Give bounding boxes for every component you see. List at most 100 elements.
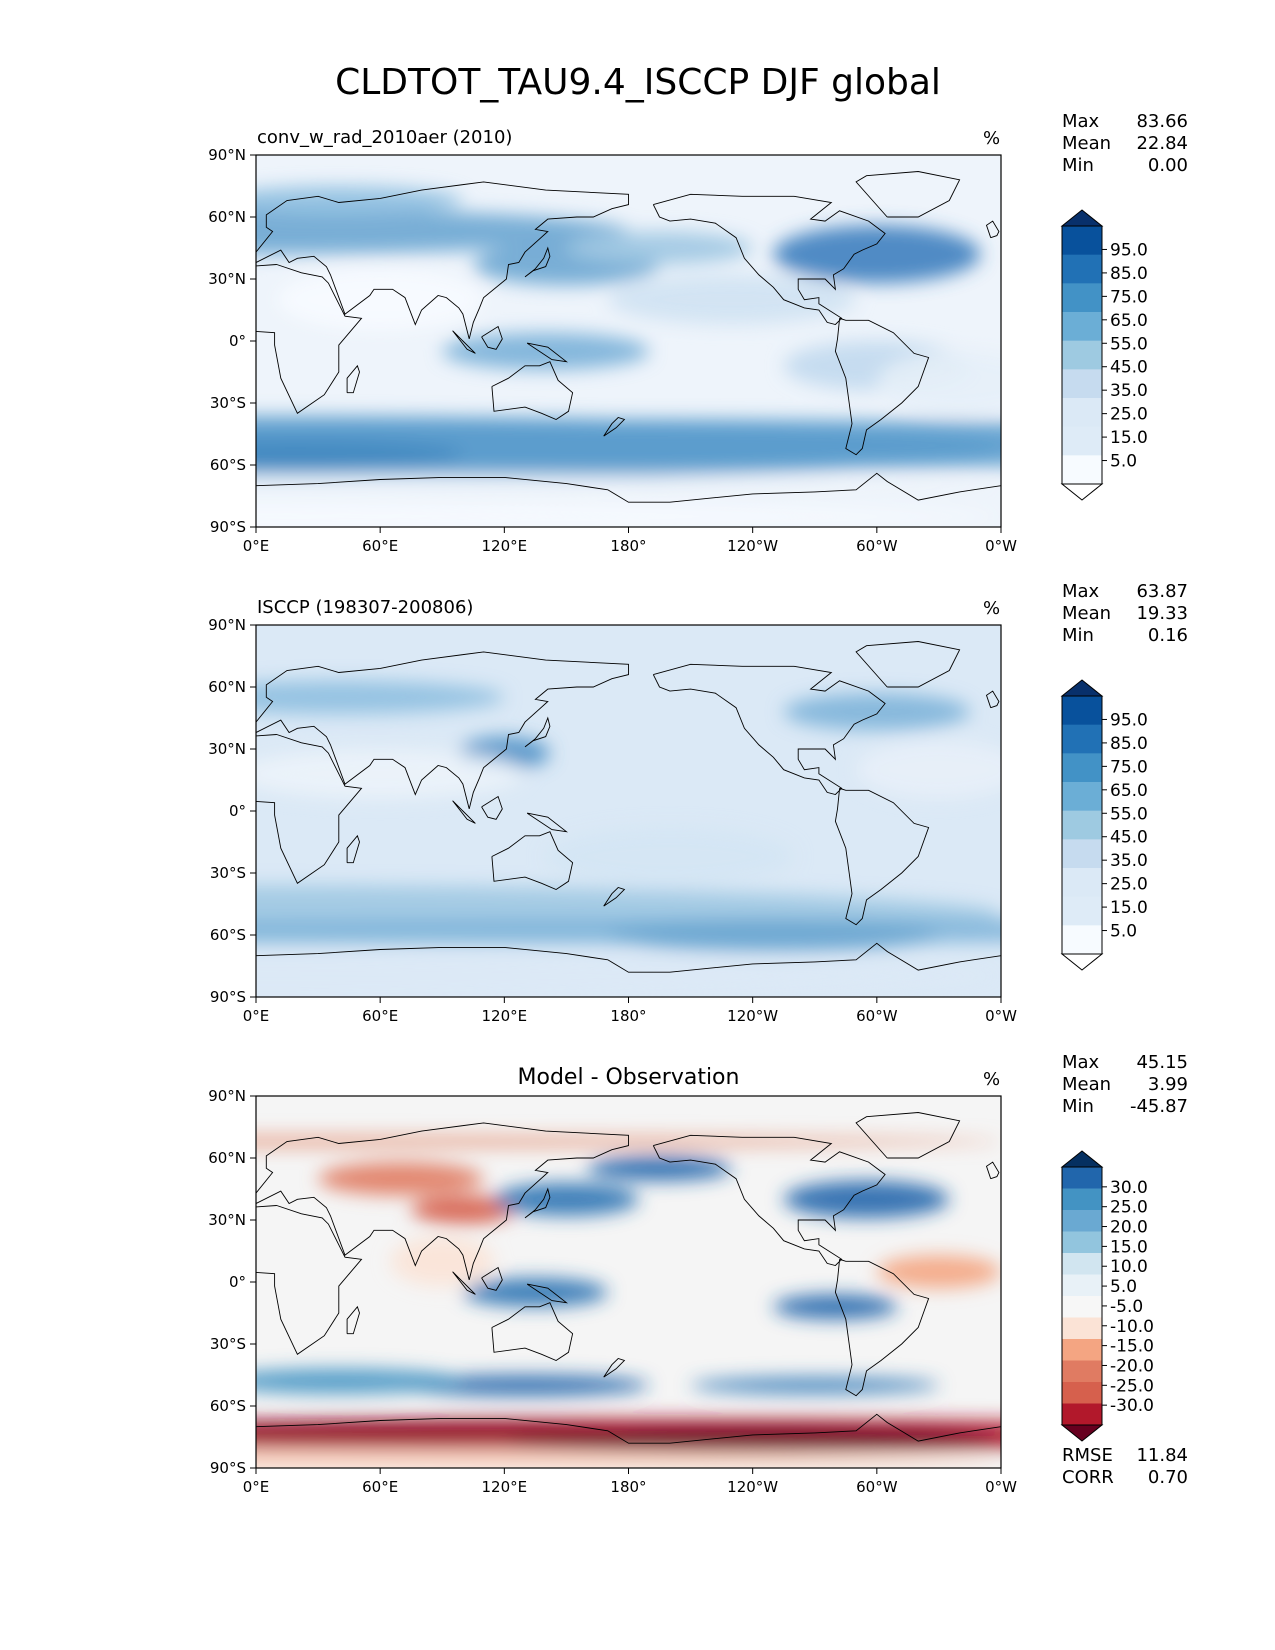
stat-label: Mean bbox=[1062, 1074, 1111, 1095]
field-shading bbox=[256, 186, 1001, 527]
colorbar-tick-label: 15.0 bbox=[1110, 428, 1148, 448]
y-tick-label: 90°N bbox=[208, 616, 246, 634]
y-tick-label: 30°N bbox=[208, 270, 246, 288]
colorbar-tick-label: 45.0 bbox=[1110, 828, 1148, 848]
colorbar-segment bbox=[1062, 226, 1102, 256]
field-region bbox=[256, 1449, 1001, 1468]
field-region bbox=[256, 475, 1001, 496]
stat-label: Min bbox=[1062, 625, 1094, 646]
colorbar-tick-label: 5.0 bbox=[1110, 452, 1137, 472]
y-tick-label: 30°S bbox=[210, 394, 246, 412]
colorbar-tick-label: 65.0 bbox=[1110, 311, 1148, 331]
colorbar: 30.025.020.015.010.05.0-5.0-10.0-15.0-20… bbox=[1060, 1150, 1154, 1442]
colorbar-segment bbox=[1062, 1231, 1102, 1254]
stat-label: Mean bbox=[1062, 603, 1111, 624]
x-tick-label: 120°W bbox=[727, 537, 778, 555]
x-tick-label: 120°E bbox=[482, 537, 528, 555]
x-tick-label: 0°E bbox=[243, 1478, 270, 1496]
colorbar-tick-label: 25.0 bbox=[1110, 405, 1148, 425]
colorbar-tick-label: -5.0 bbox=[1110, 1297, 1143, 1317]
y-tick-label: 60°N bbox=[208, 1149, 246, 1167]
stat-value: 22.84 bbox=[1136, 133, 1188, 154]
field-region bbox=[256, 504, 1001, 527]
field-region bbox=[400, 1375, 650, 1396]
y-tick-label: 60°S bbox=[210, 1397, 246, 1415]
x-tick-label: 60°E bbox=[362, 1007, 398, 1025]
stat-label: Mean bbox=[1062, 133, 1111, 154]
colorbar-segment bbox=[1062, 1296, 1102, 1318]
colorbar-tick-label: 75.0 bbox=[1110, 287, 1148, 307]
colorbar-frame bbox=[1061, 225, 1103, 485]
y-tick-label: 0° bbox=[229, 802, 246, 820]
panel-title: conv_w_rad_2010aer (2010) bbox=[257, 127, 512, 148]
y-tick-label: 30°S bbox=[210, 1335, 246, 1353]
colorbar-tick-label: 85.0 bbox=[1110, 264, 1148, 284]
field-region bbox=[256, 1368, 463, 1394]
field-region bbox=[587, 1155, 732, 1181]
colorbar-tick-label: 95.0 bbox=[1110, 240, 1148, 260]
field-region bbox=[876, 1255, 1001, 1289]
colorbar-segment bbox=[1062, 426, 1102, 456]
field-region bbox=[545, 827, 795, 886]
colorbar-tick-label: 55.0 bbox=[1110, 334, 1148, 354]
colorbar-segment bbox=[1062, 810, 1102, 840]
x-tick-label: 120°E bbox=[482, 1007, 528, 1025]
coastline bbox=[256, 641, 1001, 973]
y-tick-label: 60°S bbox=[210, 456, 246, 474]
colorbar-tick-label: -10.0 bbox=[1110, 1317, 1154, 1337]
field-region bbox=[276, 268, 484, 331]
y-tick-label: 60°N bbox=[208, 208, 246, 226]
field-region bbox=[390, 1236, 494, 1287]
stat-label: Max bbox=[1062, 581, 1100, 602]
extra-stat-label: RMSE bbox=[1062, 1445, 1113, 1466]
colorbar-tick-label: 10.0 bbox=[1110, 1257, 1148, 1277]
colorbar-segment bbox=[1062, 1188, 1102, 1211]
panel-title: Model - Observation bbox=[518, 1065, 740, 1090]
colorbar-segment bbox=[1062, 896, 1102, 926]
field-region bbox=[256, 680, 505, 714]
field-region bbox=[256, 955, 1001, 997]
x-tick-label: 0°W bbox=[985, 1007, 1017, 1025]
field-region bbox=[566, 231, 753, 265]
coastline bbox=[256, 171, 1001, 503]
y-tick-label: 30°N bbox=[208, 1211, 246, 1229]
map-panel-1: conv_w_rad_2010aer (2010) % 0°E 60°E 120°E 18… bbox=[208, 111, 1188, 555]
map-field bbox=[256, 155, 1001, 527]
x-tick-label: 60°E bbox=[362, 537, 398, 555]
field-region bbox=[876, 351, 1001, 414]
field-region bbox=[773, 1294, 898, 1320]
x-tick-label: 120°W bbox=[727, 1007, 778, 1025]
stat-value: 3.99 bbox=[1148, 1074, 1188, 1095]
colorbar-segment bbox=[1062, 1167, 1102, 1189]
x-tick-label: 60°E bbox=[362, 1478, 398, 1496]
field-region bbox=[442, 332, 650, 370]
colorbar-tick-label: 85.0 bbox=[1110, 734, 1148, 754]
stat-label: Min bbox=[1062, 1096, 1094, 1117]
x-tick-label: 180° bbox=[610, 1478, 646, 1496]
stat-value: 45.15 bbox=[1136, 1052, 1188, 1073]
stat-value: 0.16 bbox=[1148, 625, 1188, 646]
field-region bbox=[256, 186, 463, 215]
colorbar-segment bbox=[1062, 1339, 1102, 1361]
colorbar-extend-bottom bbox=[1060, 483, 1104, 501]
field-region bbox=[504, 1426, 1001, 1452]
map-field bbox=[256, 1096, 1001, 1468]
x-tick-label: 120°E bbox=[482, 1478, 528, 1496]
field-shading bbox=[256, 1135, 1001, 1468]
y-tick-label: 90°N bbox=[208, 1087, 246, 1105]
colorbar-tick-label: 5.0 bbox=[1110, 922, 1137, 942]
colorbar-tick-label: 75.0 bbox=[1110, 757, 1148, 777]
colorbar-segment bbox=[1062, 369, 1102, 399]
colorbar-segment bbox=[1062, 398, 1102, 428]
x-tick-label: 60°W bbox=[856, 537, 898, 555]
y-tick-label: 90°N bbox=[208, 146, 246, 164]
stat-value: 0.00 bbox=[1148, 155, 1188, 176]
colorbar-segment bbox=[1062, 868, 1102, 898]
map-background bbox=[256, 1096, 1001, 1468]
field-region bbox=[256, 440, 463, 470]
field-region bbox=[493, 1182, 639, 1216]
y-tick-label: 90°S bbox=[210, 988, 246, 1006]
extra-stat-label: CORR bbox=[1062, 1467, 1114, 1488]
colorbar-tick-label: 95.0 bbox=[1110, 710, 1148, 730]
